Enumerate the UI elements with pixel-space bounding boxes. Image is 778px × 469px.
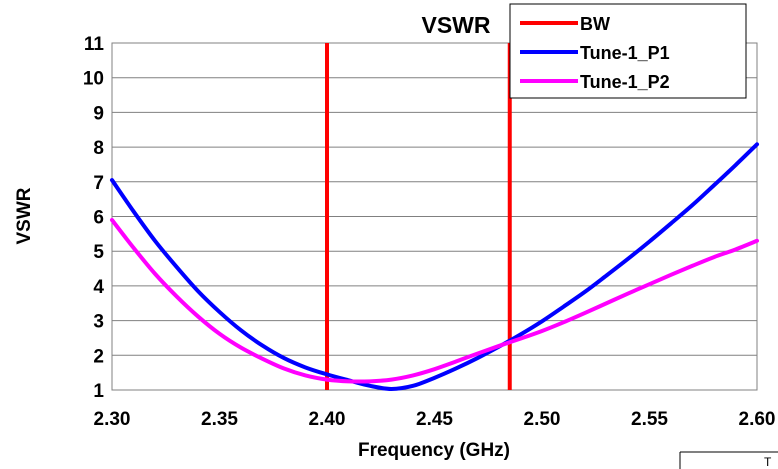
x-tick-labels: 2.30 2.35 2.40 2.45 2.50 2.55 2.60 bbox=[94, 409, 776, 430]
y-axis-label: VSWR bbox=[14, 187, 35, 244]
x-tick-label: 2.30 bbox=[94, 409, 131, 430]
legend-label: Tune-1_P2 bbox=[580, 72, 670, 92]
plot-area-border bbox=[111, 42, 758, 391]
y-tick-label: 6 bbox=[93, 208, 104, 229]
y-tick-label: 10 bbox=[83, 69, 104, 90]
corner-label: T bbox=[764, 455, 772, 469]
x-axis-label: Frequency (GHz) bbox=[358, 440, 510, 461]
x-tick-label: 2.45 bbox=[416, 409, 453, 430]
series-line-tune-1-p1 bbox=[110, 142, 759, 391]
y-tick-label: 3 bbox=[93, 312, 104, 333]
legend: BW Tune-1_P1 Tune-1_P2 bbox=[509, 3, 747, 99]
x-tick-label: 2.50 bbox=[524, 409, 561, 430]
y-tick-label: 9 bbox=[93, 103, 104, 124]
plot-series bbox=[110, 43, 759, 391]
series-line-tune-1-p2 bbox=[110, 217, 759, 384]
x-tick-label: 2.60 bbox=[739, 409, 776, 430]
y-tick-label: 4 bbox=[93, 277, 104, 298]
x-tick-label: 2.55 bbox=[631, 409, 668, 430]
y-tick-labels: 1 2 3 4 5 6 7 8 9 10 11 bbox=[83, 34, 105, 402]
x-tick-label: 2.40 bbox=[309, 409, 346, 430]
legend-label: BW bbox=[580, 14, 610, 34]
chart-title: VSWR bbox=[422, 12, 491, 38]
corner-box: T bbox=[679, 451, 778, 469]
y-tick-label: 1 bbox=[93, 381, 104, 402]
x-tick-label: 2.35 bbox=[201, 409, 238, 430]
y-tick-label: 11 bbox=[84, 34, 105, 55]
y-tick-label: 5 bbox=[93, 242, 104, 263]
legend-label: Tune-1_P1 bbox=[580, 43, 670, 63]
y-tick-label: 2 bbox=[93, 346, 104, 367]
y-tick-label: 8 bbox=[93, 138, 104, 159]
y-tick-label: 7 bbox=[93, 173, 104, 194]
